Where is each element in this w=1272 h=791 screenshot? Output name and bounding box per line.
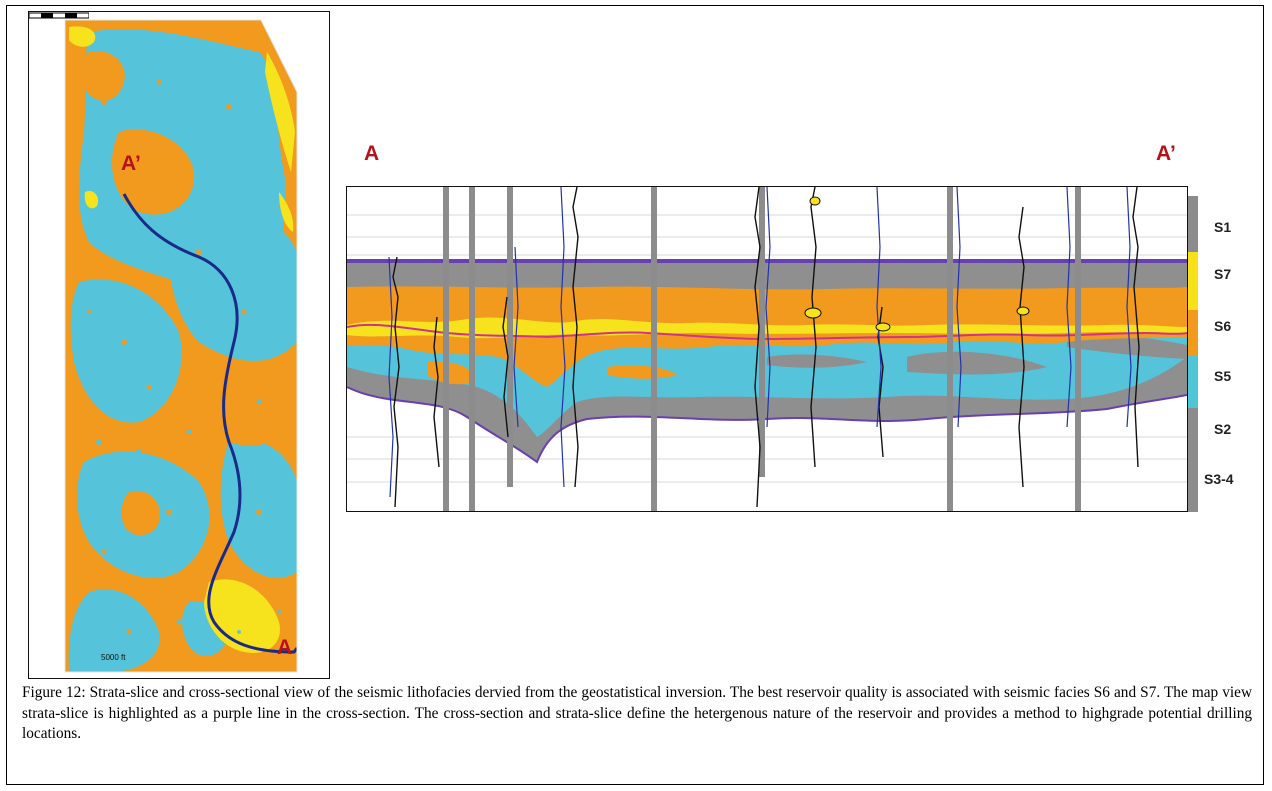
legend-swatch-s2-s3-4 [1188, 408, 1198, 512]
figure-caption: Figure 12: Strata-slice and cross-sectio… [22, 684, 1252, 742]
section-label-a: A [364, 142, 380, 165]
section-label-a-prime: A’ [1156, 142, 1176, 165]
legend-label-s2: S2 [1214, 421, 1232, 437]
legend-label-s7: S7 [1214, 266, 1232, 282]
cross-section-image [347, 187, 1187, 511]
legend-swatch-s6 [1188, 310, 1198, 356]
legend-swatch-s5 [1188, 356, 1198, 408]
legend-label-s1: S1 [1214, 219, 1232, 235]
legend-swatch-s7 [1188, 252, 1198, 310]
scale-text: 5000 ft [101, 653, 126, 662]
map-label-a: A [277, 636, 293, 659]
legend-label-s6: S6 [1214, 318, 1232, 334]
legend-label-s5: S5 [1214, 368, 1232, 384]
legend-label-s3-4: S3-4 [1204, 471, 1234, 487]
legend-swatch-s1 [1188, 196, 1198, 252]
map-strata-slice: A’ A 5000 ft [28, 11, 330, 679]
facies-legend-bar [1188, 196, 1198, 512]
cross-section [346, 186, 1188, 512]
map-image [64, 19, 298, 673]
map-label-a-prime: A’ [121, 152, 141, 175]
scale-bar [29, 12, 89, 19]
